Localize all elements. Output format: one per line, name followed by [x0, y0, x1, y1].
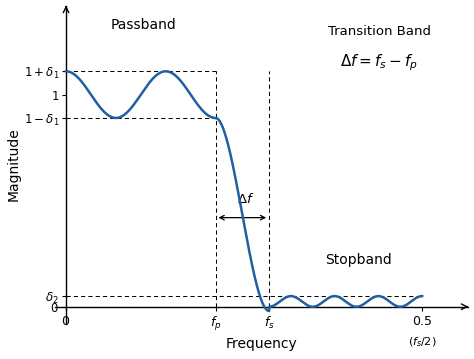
Text: $(f_s/2)$: $(f_s/2)$	[408, 335, 437, 349]
Text: Stopband: Stopband	[325, 253, 392, 267]
Text: $\Delta f$: $\Delta f$	[237, 192, 255, 206]
Y-axis label: Magnitude: Magnitude	[7, 128, 21, 201]
Text: Passband: Passband	[111, 18, 177, 32]
Text: $\Delta f = f_s - f_p$: $\Delta f = f_s - f_p$	[340, 52, 419, 73]
Text: Transition Band: Transition Band	[328, 24, 431, 37]
X-axis label: Frequency: Frequency	[226, 337, 298, 351]
